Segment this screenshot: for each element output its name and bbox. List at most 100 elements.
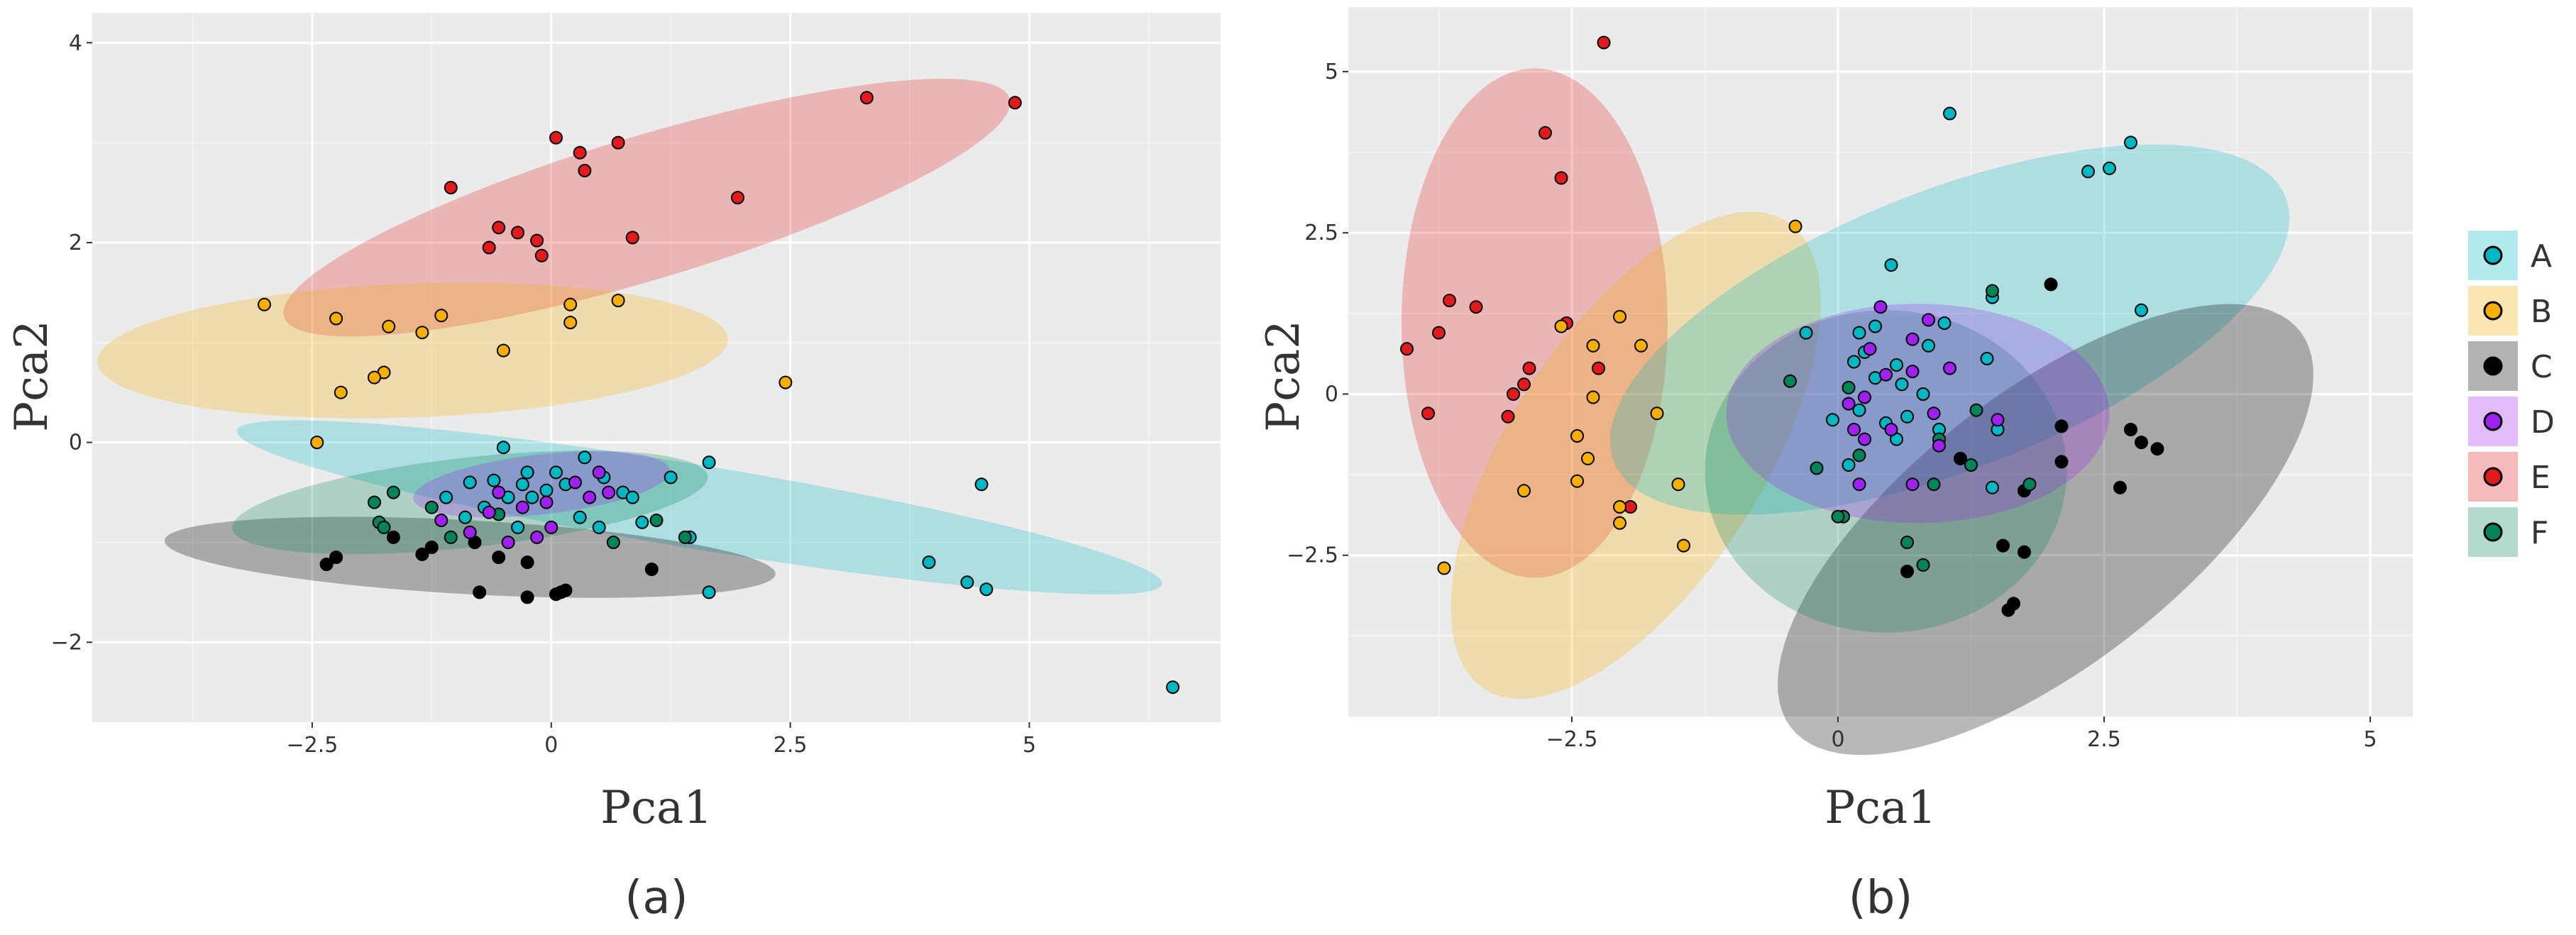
point-group-a xyxy=(2135,303,2148,317)
point-group-a xyxy=(458,510,472,524)
point-group-d xyxy=(1858,390,1871,404)
point-group-e xyxy=(611,135,625,150)
point-group-a xyxy=(525,490,539,504)
point-group-a xyxy=(1943,106,1956,121)
point-group-b xyxy=(1634,338,1648,353)
point-group-c xyxy=(329,551,343,565)
point-group-a xyxy=(1799,326,1813,340)
point-group-d xyxy=(1873,300,1888,314)
point-group-a xyxy=(974,477,989,492)
panel-b-gridlines xyxy=(1348,7,2413,717)
point-group-e xyxy=(573,145,587,160)
point-group-a xyxy=(979,582,993,597)
point-group-e xyxy=(1432,326,1446,340)
point-group-d xyxy=(1852,477,1866,492)
point-group-f xyxy=(1916,558,1930,572)
point-group-a xyxy=(1868,319,1882,333)
point-group-d xyxy=(544,520,558,534)
point-group-a xyxy=(511,520,525,534)
point-group-a xyxy=(549,465,563,480)
panel-b-y-axis-title: Pca2 xyxy=(1257,320,1310,432)
panel-a-y-axis-title: Pca2 xyxy=(6,320,58,432)
point-group-b xyxy=(1586,390,1600,404)
point-group-a xyxy=(515,477,529,492)
point-group-d xyxy=(1943,361,1956,375)
point-group-b xyxy=(563,297,578,311)
point-group-e xyxy=(1469,300,1483,314)
point-group-e xyxy=(1592,361,1605,375)
point-group-e xyxy=(530,233,544,248)
point-group-b xyxy=(1586,338,1600,353)
y-tick-label: 2 xyxy=(69,231,82,255)
point-group-c xyxy=(473,585,487,599)
panel-b-y-tick-labels: −2.5 0 2.5 5 xyxy=(1287,60,1348,568)
point-group-b xyxy=(1650,406,1664,421)
point-group-c xyxy=(644,563,659,576)
legend-marker-e xyxy=(2483,467,2503,487)
point-group-b xyxy=(1613,516,1626,530)
legend-label-f: F xyxy=(2531,515,2548,551)
panel-b-label: (b) xyxy=(1849,872,1913,924)
point-group-b xyxy=(434,309,448,323)
point-group-a xyxy=(1826,413,1839,427)
point-group-f xyxy=(606,536,620,549)
point-group-a xyxy=(439,490,453,504)
ellipse-group-f xyxy=(1705,310,2067,633)
point-group-c xyxy=(2054,455,2069,469)
point-group-c xyxy=(2124,423,2137,436)
point-group-e xyxy=(1400,342,1414,356)
x-tick-label: 2.5 xyxy=(774,733,808,758)
y-tick-label: 5 xyxy=(1325,60,1338,84)
panel-a-plot-background xyxy=(92,13,1221,722)
point-group-e xyxy=(1517,377,1531,392)
point-group-a xyxy=(573,510,587,524)
point-group-c xyxy=(2150,442,2164,456)
point-group-a xyxy=(487,473,501,487)
point-group-b xyxy=(1570,429,1584,443)
point-group-c xyxy=(424,541,439,554)
point-group-c xyxy=(319,558,334,571)
point-group-b xyxy=(368,370,381,384)
point-group-d xyxy=(1905,477,1920,492)
point-group-e xyxy=(492,221,506,235)
point-group-f xyxy=(1842,380,1856,394)
x-tick-label: 0 xyxy=(1831,727,1844,752)
point-group-f xyxy=(2022,477,2037,492)
point-group-d xyxy=(463,525,477,539)
point-group-d xyxy=(1927,406,1941,421)
point-group-a xyxy=(702,455,716,470)
point-group-b xyxy=(1570,474,1584,488)
point-group-b xyxy=(496,343,510,358)
point-group-f xyxy=(1969,403,1983,417)
point-group-a xyxy=(496,441,510,455)
point-group-a xyxy=(1884,258,1898,272)
point-group-c xyxy=(520,555,534,570)
point-group-a xyxy=(578,450,592,465)
x-tick-label: −2.5 xyxy=(286,733,338,758)
point-group-f xyxy=(1810,461,1824,475)
legend-marker-b xyxy=(2483,301,2503,321)
ellipse-group-a xyxy=(1609,144,2290,515)
point-group-f xyxy=(1831,509,1845,524)
point-group-b xyxy=(1613,309,1626,323)
point-group-c xyxy=(2044,277,2058,292)
point-group-d xyxy=(492,485,506,499)
panel-b-plot-background xyxy=(1348,7,2413,717)
point-group-b xyxy=(1613,500,1626,514)
point-group-e xyxy=(859,91,874,105)
x-tick-label: 5 xyxy=(1023,733,1036,758)
ellipse-group-c xyxy=(1778,304,2313,756)
point-group-a xyxy=(922,555,936,570)
point-group-d xyxy=(1884,423,1898,436)
panel-b-x-tick-labels: −2.5 0 2.5 5 xyxy=(1546,717,2377,752)
point-group-a xyxy=(635,515,649,529)
point-group-b xyxy=(334,385,348,399)
point-group-c xyxy=(1954,451,1967,465)
point-group-a xyxy=(1900,409,1914,424)
point-group-d xyxy=(515,500,529,514)
point-group-b xyxy=(415,326,429,340)
point-group-a xyxy=(1842,458,1856,472)
point-group-d xyxy=(1863,342,1877,356)
